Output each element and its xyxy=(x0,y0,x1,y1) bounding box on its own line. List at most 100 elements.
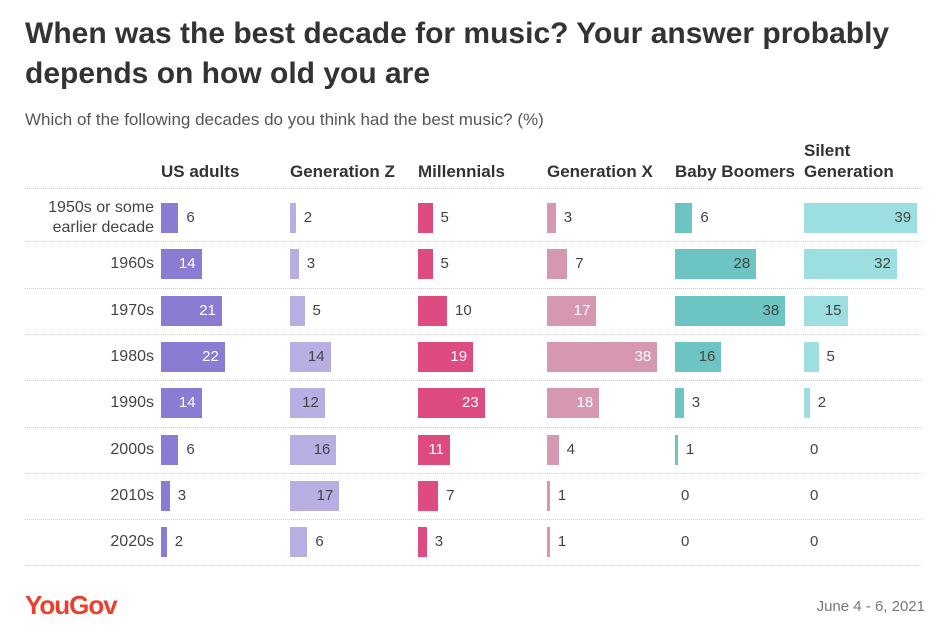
value-label: 14 xyxy=(178,255,196,273)
row-label: 1960s xyxy=(110,255,154,273)
column-header: US adults xyxy=(161,162,240,181)
value-label: 10 xyxy=(455,301,472,319)
bar xyxy=(418,388,485,419)
row-divider xyxy=(25,287,922,289)
bar xyxy=(290,249,299,280)
bar xyxy=(804,295,848,326)
value-label: 7 xyxy=(446,486,455,504)
value-label: 7 xyxy=(575,255,584,273)
bar xyxy=(547,388,600,419)
value-label: 28 xyxy=(733,255,751,273)
row-divider xyxy=(25,333,922,335)
value-label: 1 xyxy=(557,533,567,551)
value-label: 0 xyxy=(810,440,819,458)
value-label: 4 xyxy=(566,440,575,458)
row-label: 1950s or some earlier decade xyxy=(48,199,154,236)
bar xyxy=(161,527,167,558)
bar xyxy=(161,434,179,465)
bar xyxy=(161,480,170,511)
bar xyxy=(804,388,810,419)
value-label: 3 xyxy=(177,486,187,504)
value-label: 5 xyxy=(826,347,835,365)
value-label: 17 xyxy=(316,486,334,504)
bar xyxy=(547,203,556,233)
value-label: 1 xyxy=(685,440,695,458)
value-label: 16 xyxy=(313,440,331,458)
bar xyxy=(290,480,340,511)
value-label: 15 xyxy=(824,301,842,319)
row-divider xyxy=(25,472,922,474)
yougov-logo: YouGov xyxy=(25,590,118,620)
value-label: 11 xyxy=(428,440,444,458)
column-header: Generation Z xyxy=(290,162,395,181)
bar xyxy=(547,295,597,326)
value-label: 1 xyxy=(557,486,567,504)
bar xyxy=(161,203,179,233)
bar xyxy=(418,295,447,326)
row-label: 1980s xyxy=(110,347,154,365)
value-label: 2 xyxy=(817,394,827,412)
column-header: Baby Boomers xyxy=(675,162,795,181)
value-label: 6 xyxy=(186,440,195,458)
bar xyxy=(804,341,819,372)
value-label: 14 xyxy=(178,394,196,412)
bar xyxy=(290,341,331,372)
row-divider xyxy=(25,426,922,428)
chart-title: When was the best decade for music? Your… xyxy=(25,17,890,90)
value-label: 17 xyxy=(573,301,591,319)
bar xyxy=(161,388,202,419)
value-label: 3 xyxy=(691,394,701,412)
row-label: 1990s xyxy=(110,394,154,412)
chart-subtitle: Which of the following decades do you th… xyxy=(25,110,544,129)
value-label: 18 xyxy=(576,394,594,412)
row-divider xyxy=(25,188,922,189)
value-label: 14 xyxy=(307,347,325,365)
value-label: 0 xyxy=(681,533,690,551)
row-divider xyxy=(25,380,922,382)
bar xyxy=(418,341,474,372)
value-label: 19 xyxy=(450,347,468,365)
value-label: 32 xyxy=(874,255,891,273)
value-label: 6 xyxy=(186,209,195,226)
survey-date: June 4 - 6, 2021 xyxy=(816,598,925,615)
bar xyxy=(547,480,550,511)
bar xyxy=(161,341,225,372)
value-label: 5 xyxy=(312,301,321,319)
value-label: 2 xyxy=(303,209,313,226)
value-label: 21 xyxy=(199,301,216,319)
value-label: 5 xyxy=(440,255,449,273)
bar xyxy=(675,203,693,233)
value-label: 16 xyxy=(698,347,716,365)
row-label: 2010s xyxy=(110,486,154,504)
row-label: 1970s xyxy=(110,301,154,319)
bar xyxy=(675,434,678,465)
value-label: 0 xyxy=(810,533,819,551)
row-divider xyxy=(25,519,922,521)
bar xyxy=(675,249,757,280)
bar xyxy=(161,295,222,326)
bar xyxy=(290,203,296,233)
bar xyxy=(290,295,305,326)
bar xyxy=(418,249,433,280)
row-label: 2000s xyxy=(110,440,154,458)
value-label: 3 xyxy=(306,255,316,273)
bar xyxy=(547,527,550,558)
value-label: 38 xyxy=(762,301,780,319)
value-label: 0 xyxy=(810,486,819,504)
bar xyxy=(547,341,658,372)
bar xyxy=(418,527,427,558)
value-label: 2 xyxy=(174,533,184,551)
bar xyxy=(161,249,202,280)
value-label: 0 xyxy=(681,486,690,504)
value-label: 6 xyxy=(315,533,324,551)
bar xyxy=(290,434,337,465)
bar xyxy=(418,434,450,465)
value-label: 3 xyxy=(563,209,573,226)
bar xyxy=(804,203,918,233)
bar xyxy=(675,295,786,326)
bar xyxy=(675,341,722,372)
bar xyxy=(675,388,684,419)
column-header: Millennials xyxy=(418,162,505,181)
row-label: 2020s xyxy=(110,533,154,551)
row-divider xyxy=(25,565,922,567)
